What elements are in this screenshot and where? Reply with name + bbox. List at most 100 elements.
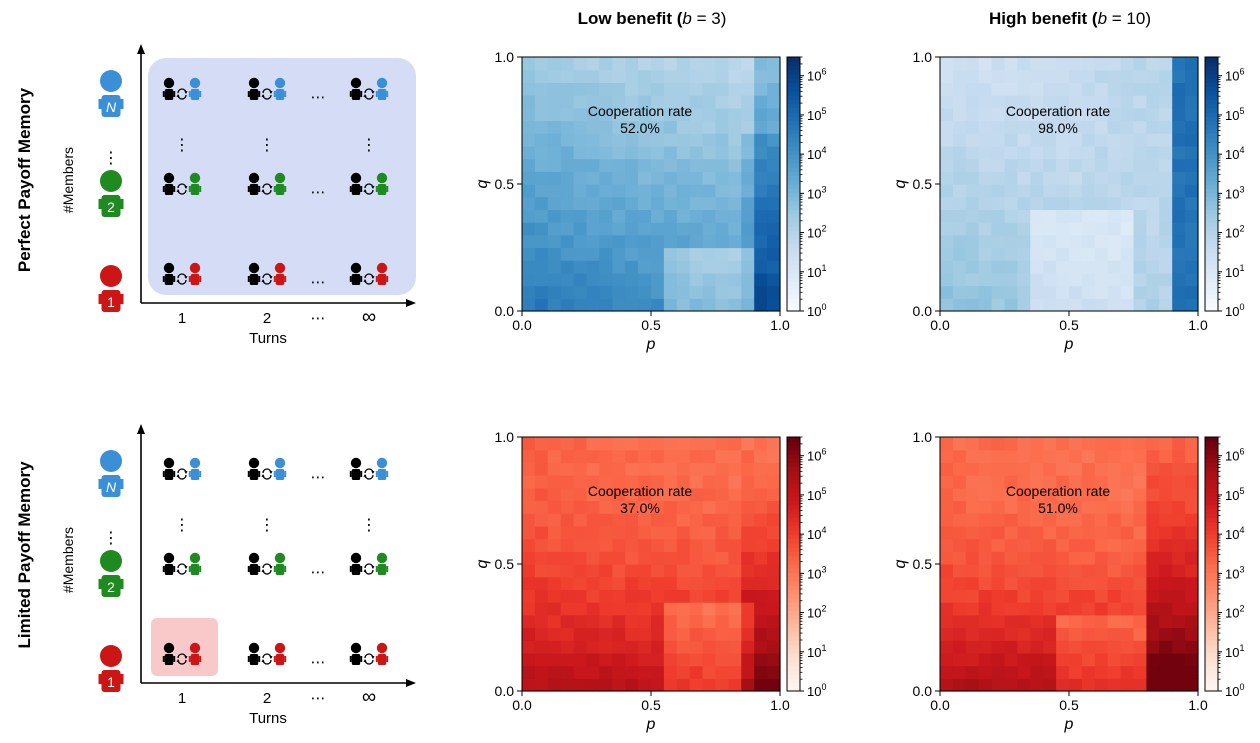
person-head [189,262,201,274]
heatmap-cell [965,285,980,299]
arrow-head [261,659,265,662]
heatmap-cell [573,513,588,527]
agents-ellipsis: ⋮ [103,150,119,167]
heatmap-cell [1133,551,1147,565]
heatmap-cell [573,614,588,629]
person-body [164,564,174,575]
heatmap-cell [978,171,993,185]
colorbar-step [787,306,800,312]
heatmap-cell [1120,209,1135,223]
heatmap-cell [1094,184,1109,198]
colorbar-step [787,610,800,616]
heatmap-cell [1107,120,1122,134]
heatmap-cell [1146,564,1160,578]
exchange-arrows-icon [261,653,273,665]
heatmap-cell [586,95,600,109]
heatmap-cell [1056,145,1070,160]
heatmap-cell [965,298,980,312]
heatmap-cell [952,589,967,603]
heatmap-cell [1133,602,1147,616]
heatmap-cell [940,500,954,514]
heatmap-cell [599,462,613,476]
heatmap-cell [767,475,781,489]
colorbar-step [1205,226,1218,232]
heatmap-cell [715,576,729,590]
heatmap-cell [625,107,639,122]
x-tick-label: ⋯ [311,310,326,327]
heatmap-cell [676,538,691,552]
heatmap-cell [1017,449,1031,463]
heatmap-cell [767,513,781,527]
heatmap-cell [573,487,588,502]
heatmap-cell [547,576,562,590]
person-black [162,172,176,195]
heatmap-cell [754,234,768,249]
arrow-head [176,94,180,97]
heatmap-cell [573,69,588,83]
heatmap-cell [1120,120,1135,134]
heatmap-cell [767,285,781,299]
heatmap-cell [522,247,536,261]
colorbar-step [1205,513,1218,519]
arrow-head [261,279,265,282]
heatmap-cell [1172,551,1186,565]
person-arm [173,566,176,572]
heatmap-cell [599,222,613,236]
person-arm [199,566,202,572]
person-head [376,642,388,654]
heatmap-cell [991,107,1006,122]
heatmap-cell [573,627,588,641]
heatmap-cell [1107,82,1122,96]
heatmap-cell [651,82,665,96]
heatmap-cell [715,475,729,489]
heatmap-cell [940,82,954,96]
y-tick-label: 1.0 [495,49,515,65]
heatmap-cell [1043,665,1057,679]
heatmap-cell [676,107,691,122]
heatmap-cell [689,589,704,603]
heatmap-cell [651,57,665,71]
heatmap-cell [676,614,691,629]
heatmap-cell [625,487,639,502]
heatmap-cell [1081,602,1096,616]
heatmap-cell [638,171,652,185]
heatmap-cell [1172,462,1186,476]
heatmap-cell [715,640,729,654]
colorbar-step [787,555,800,561]
heatmap-cell [1004,57,1018,71]
heatmap-cell [1172,564,1186,578]
heatmap-cell [940,640,954,654]
heatmap-cell [1172,133,1186,147]
heatmap-cell [1004,462,1018,476]
heatmap-cell [599,652,613,667]
heatmap-cell [1004,589,1018,603]
heatmap-cell [1146,247,1160,261]
heatmap-cell [573,120,588,134]
heatmap-cell [978,614,993,629]
heatmap-cell [522,298,536,312]
person-black [162,77,176,100]
person-arm [162,566,165,572]
heatmap-cell [940,551,954,565]
heatmap-cell [599,272,613,287]
heatmap-cell [547,538,562,552]
person-head [376,262,388,274]
colorbar-step [787,230,800,236]
heatmap-cell [522,145,536,160]
person-arm [375,471,378,477]
heatmap-cell [715,209,729,223]
heatmap-cell [952,475,967,489]
heatmap-cell [1159,627,1173,641]
heatmap-cell [978,234,993,249]
agent-head [100,450,122,472]
heatmap-cell [612,437,626,451]
heatmap-cell [728,627,742,641]
heatmap-cell [638,95,652,109]
heatmap-cell [586,69,600,83]
person-black [162,642,176,665]
figure-labels: Perfect Payoff Memory Limited Payoff Mem… [15,9,1151,649]
heatmap-cell [1043,602,1057,616]
heatmap-cell [625,462,639,476]
heatmap-cell [1107,158,1122,172]
heatmap-cell [599,551,613,565]
